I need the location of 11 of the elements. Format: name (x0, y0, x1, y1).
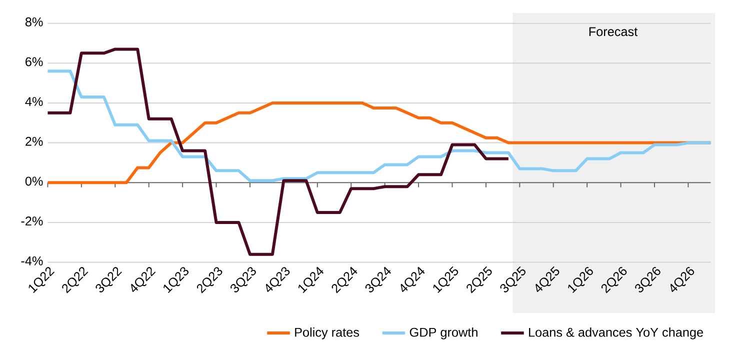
y-tick-label: -2% (21, 216, 43, 226)
y-tick-label: -4% (21, 256, 43, 266)
legend-label: GDP growth (410, 327, 478, 340)
y-tick-label: 0% (25, 176, 43, 186)
y-tick-label: 8% (25, 17, 43, 26)
legend-label: Policy rates (295, 327, 360, 340)
y-tick-label: 2% (26, 136, 43, 146)
legend-label: Loans & advances YoY change (529, 327, 703, 340)
y-tick-label: 6% (26, 57, 43, 66)
annotation: Forecast (589, 27, 638, 36)
y-tick-label: 4% (25, 97, 43, 106)
